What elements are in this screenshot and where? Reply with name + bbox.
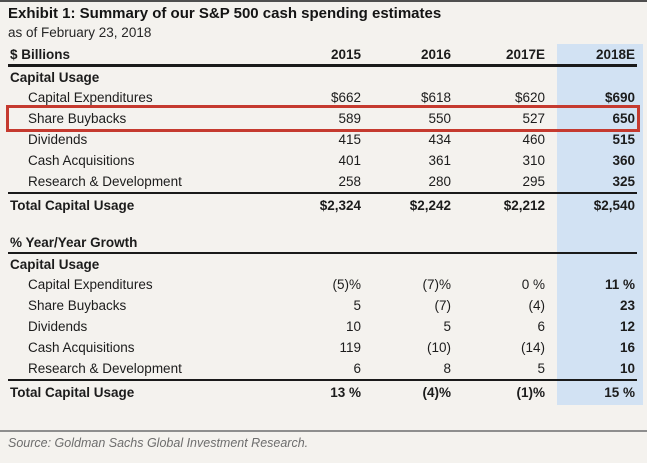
cell-2016: 8 bbox=[443, 361, 451, 376]
cell-2018e: 11 % bbox=[604, 277, 635, 292]
cell-2017e: (4) bbox=[528, 298, 546, 313]
cell-2018e: 360 bbox=[612, 153, 635, 168]
cell-2017e: 460 bbox=[522, 132, 545, 147]
table-row: Cash Acquisitions 119 (10) (14) 16 bbox=[8, 337, 637, 358]
cell-2015: 6 bbox=[353, 361, 361, 376]
as-of-date: as of February 23, 2018 bbox=[8, 25, 152, 40]
column-header-2016: 2016 bbox=[420, 46, 451, 62]
cell-2018e: 650 bbox=[612, 111, 635, 126]
cell-2018e: 16 bbox=[619, 340, 635, 355]
cell-2016: $618 bbox=[420, 90, 451, 105]
cell-2017e: 5 bbox=[537, 361, 545, 376]
share-buybacks-annotation-box bbox=[6, 105, 640, 132]
cell-2017e: 0 % bbox=[521, 277, 545, 292]
cell-2016: $2,242 bbox=[409, 197, 451, 213]
top-divider bbox=[0, 0, 647, 2]
exhibit-title: Exhibit 1: Summary of our S&P 500 cash s… bbox=[8, 5, 442, 22]
table-row: Research & Development 6 8 5 10 bbox=[8, 358, 637, 379]
cell-2017e: (14) bbox=[520, 340, 545, 355]
cell-2018e: 10 bbox=[619, 361, 635, 376]
cash-spending-table: $ Billions 2015 2016 2017E 2018E Capital… bbox=[6, 44, 643, 405]
section-header-row: Capital Usage bbox=[8, 254, 637, 274]
cell-2018e: 12 bbox=[619, 319, 635, 334]
footer-divider bbox=[0, 430, 647, 432]
row-label: Capital Expenditures bbox=[28, 277, 153, 292]
row-label: Research & Development bbox=[28, 174, 182, 189]
cell-2017e: (1)% bbox=[516, 384, 545, 400]
cell-2015: $662 bbox=[330, 90, 361, 105]
cell-2016: 434 bbox=[428, 132, 451, 147]
total-row: Total Capital Usage $2,324 $2,242 $2,212 $2,… bbox=[8, 192, 637, 216]
cell-2017e: $2,212 bbox=[503, 197, 545, 213]
row-label: Capital Usage bbox=[10, 256, 100, 272]
cell-2016: (10) bbox=[426, 340, 451, 355]
cell-2015: (5)% bbox=[332, 277, 361, 292]
cell-2018e: 23 bbox=[619, 298, 635, 313]
cell-2015: 401 bbox=[338, 153, 361, 168]
cell-2017e: 295 bbox=[522, 174, 545, 189]
cell-2016: 550 bbox=[428, 111, 451, 126]
source-note: Source: Goldman Sachs Global Investment … bbox=[8, 436, 309, 450]
row-label: Dividends bbox=[28, 132, 88, 147]
section-gap bbox=[8, 216, 637, 232]
cell-2018e: 515 bbox=[612, 132, 635, 147]
cell-2015: 119 bbox=[339, 340, 361, 355]
table-row: Capital Expenditures (5)% (7)% 0 % 11 % bbox=[8, 274, 637, 295]
row-label: Share Buybacks bbox=[28, 298, 127, 313]
row-label: Capital Usage bbox=[10, 69, 100, 85]
table-row: Research & Development 258 280 295 325 bbox=[8, 171, 637, 192]
table-rows: $ Billions 2015 2016 2017E 2018E Capital… bbox=[8, 44, 637, 403]
cell-2017e: 6 bbox=[537, 319, 545, 334]
column-highlight-2018e bbox=[557, 44, 643, 405]
cell-2017e: 527 bbox=[522, 111, 545, 126]
row-label: Research & Development bbox=[28, 361, 182, 376]
row-label: % Year/Year Growth bbox=[10, 234, 138, 250]
column-header-2017e: 2017E bbox=[505, 46, 545, 62]
row-label: Cash Acquisitions bbox=[28, 340, 135, 355]
cell-2015: 415 bbox=[338, 132, 361, 147]
column-header-2015: 2015 bbox=[330, 46, 361, 62]
cell-2016: (7)% bbox=[422, 277, 451, 292]
table-row: Share Buybacks 589 550 527 650 bbox=[8, 108, 637, 129]
cell-2016: 280 bbox=[428, 174, 451, 189]
cell-2015: 589 bbox=[338, 111, 361, 126]
row-label: Dividends bbox=[28, 319, 88, 334]
table-header-row: $ Billions 2015 2016 2017E 2018E bbox=[8, 44, 637, 67]
cell-2016: (4)% bbox=[422, 384, 451, 400]
cell-2017e: 310 bbox=[522, 153, 545, 168]
cell-2018e: $2,540 bbox=[593, 197, 635, 213]
row-label: Total Capital Usage bbox=[10, 197, 135, 213]
row-label: Share Buybacks bbox=[28, 111, 127, 126]
cell-2018e: 325 bbox=[612, 174, 635, 189]
cell-2016: 5 bbox=[443, 319, 451, 334]
cell-2018e: 15 % bbox=[604, 384, 635, 400]
cell-2015: 13 % bbox=[330, 384, 361, 400]
row-label: Total Capital Usage bbox=[10, 384, 135, 400]
cell-2015: 10 bbox=[345, 319, 361, 334]
group-header-row: % Year/Year Growth bbox=[8, 232, 637, 254]
column-header-2018e: 2018E bbox=[595, 46, 635, 62]
cell-2015: $2,324 bbox=[319, 197, 361, 213]
table-row: Capital Expenditures $662 $618 $620 $690 bbox=[8, 87, 637, 108]
cell-2017e: $620 bbox=[514, 90, 545, 105]
table-row: Dividends 10 5 6 12 bbox=[8, 316, 637, 337]
unit-header: $ Billions bbox=[10, 46, 71, 62]
total-row: Total Capital Usage 13 % (4)% (1)% 15 % bbox=[8, 379, 637, 403]
row-label: Cash Acquisitions bbox=[28, 153, 135, 168]
cell-2018e: $690 bbox=[604, 90, 635, 105]
cell-2016: (7) bbox=[434, 298, 452, 313]
table-row: Dividends 415 434 460 515 bbox=[8, 129, 637, 150]
cell-2016: 361 bbox=[428, 153, 451, 168]
table-row: Cash Acquisitions 401 361 310 360 bbox=[8, 150, 637, 171]
cell-2015: 5 bbox=[353, 298, 361, 313]
row-label: Capital Expenditures bbox=[28, 90, 153, 105]
section-header-row: Capital Usage bbox=[8, 67, 637, 87]
cell-2015: 258 bbox=[338, 174, 361, 189]
table-row: Share Buybacks 5 (7) (4) 23 bbox=[8, 295, 637, 316]
